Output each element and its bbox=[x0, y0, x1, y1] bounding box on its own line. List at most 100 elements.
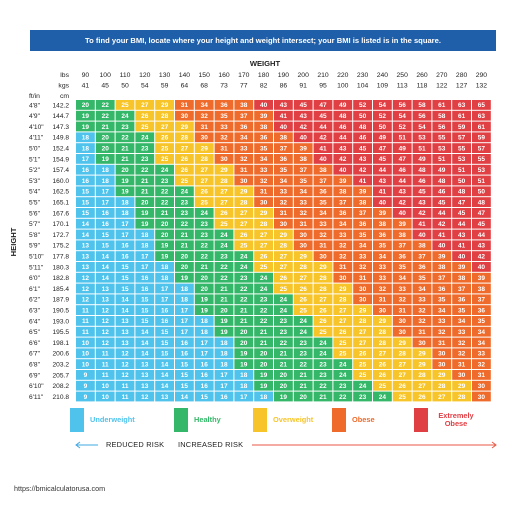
bmi-cell bbox=[472, 370, 491, 380]
bmi-cell bbox=[392, 380, 412, 391]
bmi-cell bbox=[76, 121, 95, 132]
bmi-cell bbox=[333, 359, 353, 369]
bmi-value: 14 bbox=[82, 221, 90, 228]
bmi-cell bbox=[432, 359, 452, 369]
bmi-cell bbox=[95, 316, 115, 326]
bmi-cell bbox=[115, 229, 135, 240]
bmi-cell bbox=[234, 164, 254, 175]
bmi-value: 19 bbox=[102, 156, 110, 163]
bmi-cell bbox=[115, 251, 135, 261]
bmi-cell bbox=[373, 154, 392, 164]
bmi-value: 27 bbox=[181, 145, 189, 152]
bmi-value: 30 bbox=[300, 243, 308, 250]
bmi-cell bbox=[333, 305, 353, 315]
bmi-value: 37 bbox=[418, 253, 426, 260]
bmi-value: 48 bbox=[478, 199, 486, 206]
bmi-value: 17 bbox=[121, 221, 129, 228]
bmi-value: 29 bbox=[220, 167, 228, 174]
height-ftin-tick: 5'10" bbox=[29, 254, 44, 261]
bmi-value: 47 bbox=[478, 210, 486, 217]
bmi-value: 53 bbox=[478, 167, 486, 174]
bmi-cell bbox=[293, 110, 313, 121]
bmi-cell bbox=[274, 240, 293, 251]
bmi-cell bbox=[373, 316, 392, 326]
bmi-cell bbox=[373, 370, 392, 380]
bmi-cell bbox=[254, 154, 273, 164]
bmi-cell bbox=[313, 132, 333, 143]
bmi-cell bbox=[313, 380, 333, 391]
bmi-cell bbox=[452, 305, 471, 315]
bmi-value: 37 bbox=[458, 286, 466, 293]
reduced-risk-label: REDUCED RISK bbox=[106, 440, 165, 449]
weight-lbs-tick: 90 bbox=[82, 72, 90, 79]
bmi-value: 36 bbox=[379, 232, 387, 239]
bmi-value: 34 bbox=[359, 243, 367, 250]
bmi-value: 24 bbox=[201, 210, 209, 217]
bmi-value: 16 bbox=[82, 167, 90, 174]
bmi-cell bbox=[135, 229, 155, 240]
bmi-cell bbox=[194, 370, 214, 380]
bmi-value: 10 bbox=[82, 351, 90, 358]
bmi-cell bbox=[472, 229, 491, 240]
bmi-value: 31 bbox=[399, 307, 407, 314]
bmi-value: 24 bbox=[339, 372, 347, 379]
bmi-value: 16 bbox=[121, 253, 129, 260]
bmi-cell bbox=[412, 294, 432, 305]
bmi-cell bbox=[254, 208, 273, 218]
bmi-value: 48 bbox=[458, 189, 466, 196]
bmi-value: 18 bbox=[161, 275, 169, 282]
bmi-cell bbox=[432, 240, 452, 251]
bmi-cell bbox=[333, 380, 353, 391]
bmi-value: 46 bbox=[339, 124, 347, 131]
bmi-cell bbox=[155, 175, 174, 186]
bmi-cell bbox=[155, 251, 174, 261]
legend-item-healthy: Healthy bbox=[174, 408, 221, 432]
bmi-cell bbox=[95, 305, 115, 315]
height-cm-tick: 195.5 bbox=[52, 329, 69, 336]
bmi-value: 15 bbox=[201, 394, 209, 401]
bmi-value: 22 bbox=[280, 340, 288, 347]
bmi-cell bbox=[333, 208, 353, 218]
bmi-cell bbox=[234, 326, 254, 337]
height-cm-tick: 149.8 bbox=[52, 135, 69, 142]
bmi-cell bbox=[333, 132, 353, 143]
bmi-cell bbox=[333, 240, 353, 251]
bmi-value: 61 bbox=[458, 113, 466, 120]
bmi-value: 20 bbox=[102, 145, 110, 152]
height-cm-tick: 175.2 bbox=[52, 243, 69, 250]
bmi-value: 41 bbox=[280, 113, 288, 120]
legend-swatch bbox=[414, 408, 428, 432]
bmi-value: 57 bbox=[478, 145, 486, 152]
bmi-value: 38 bbox=[379, 221, 387, 228]
bmi-cell bbox=[274, 370, 293, 380]
bmi-value: 23 bbox=[181, 199, 189, 206]
bmi-value: 15 bbox=[181, 383, 189, 390]
bmi-cell bbox=[194, 240, 214, 251]
bmi-cell bbox=[254, 262, 273, 272]
bmi-value: 59 bbox=[458, 124, 466, 131]
bmi-cell bbox=[115, 110, 135, 121]
height-cm-tick: 193.0 bbox=[52, 318, 69, 325]
bmi-value: 29 bbox=[399, 340, 407, 347]
bmi-value: 25 bbox=[339, 340, 347, 347]
bmi-value: 18 bbox=[121, 210, 129, 217]
bmi-cell bbox=[313, 100, 333, 110]
bmi-cell bbox=[373, 305, 392, 315]
bmi-value: 30 bbox=[280, 221, 288, 228]
bmi-value: 27 bbox=[240, 221, 248, 228]
bmi-value: 19 bbox=[201, 307, 209, 314]
bmi-value: 23 bbox=[339, 383, 347, 390]
bmi-value: 20 bbox=[280, 383, 288, 390]
bmi-cell bbox=[194, 175, 214, 186]
bmi-value: 21 bbox=[181, 243, 189, 250]
bmi-value: 36 bbox=[240, 124, 248, 131]
bmi-value: 24 bbox=[300, 318, 308, 325]
bmi-value: 14 bbox=[161, 383, 169, 390]
bmi-value: 18 bbox=[220, 340, 228, 347]
bmi-cell bbox=[353, 240, 372, 251]
bmi-value: 20 bbox=[240, 329, 248, 336]
bmi-cell bbox=[392, 391, 412, 402]
height-ftin-tick: 6'6" bbox=[29, 340, 41, 347]
bmi-cell bbox=[472, 164, 491, 175]
weight-lbs-tick: 280 bbox=[456, 72, 468, 79]
